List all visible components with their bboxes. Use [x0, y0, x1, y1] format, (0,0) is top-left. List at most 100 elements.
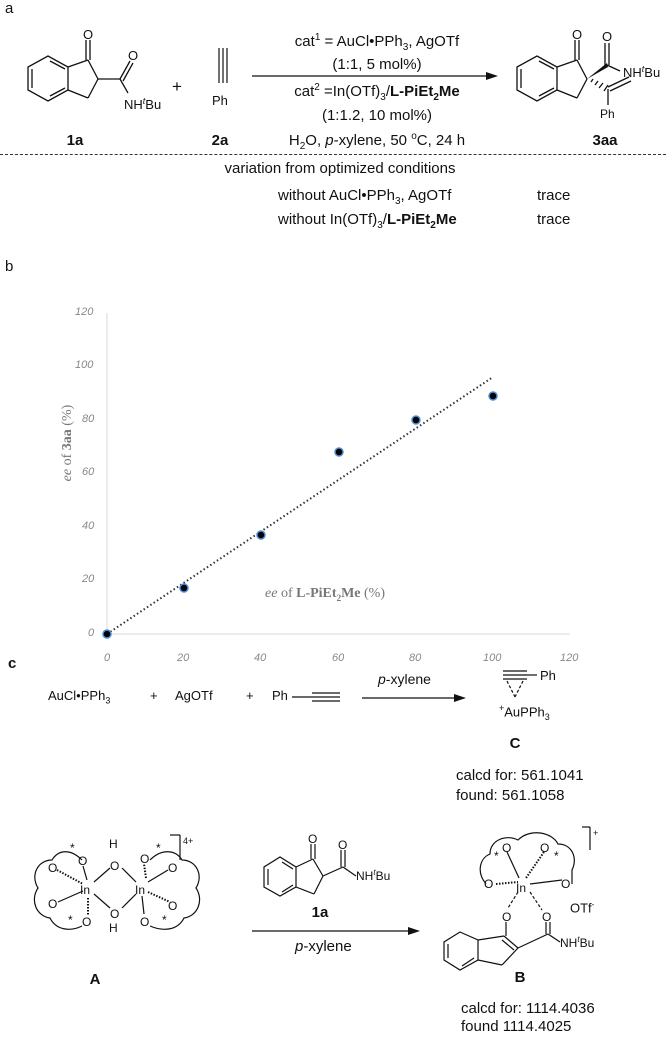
svg-text:4+: 4+	[183, 836, 193, 846]
ketone-o: O	[83, 27, 93, 42]
variation-row-1: without AuCl•PPh3, AgOTf	[278, 187, 452, 207]
svg-text:O: O	[542, 910, 551, 924]
ms-found-c: found: 561.1058	[456, 787, 565, 804]
panel-c-label: c	[8, 655, 17, 672]
svg-text:O: O	[48, 861, 57, 875]
ms-found-b: found 1114.4025	[461, 1018, 572, 1035]
svg-text:*: *	[68, 913, 73, 927]
y-tick-80: 80	[82, 413, 95, 425]
svg-text:NHtBu: NHtBu	[560, 935, 594, 950]
label-c: C	[509, 735, 521, 752]
plus-sign: +	[172, 77, 182, 96]
svg-text:NHtBu: NHtBu	[356, 868, 390, 883]
svg-text:O: O	[82, 915, 91, 929]
complex-c-ph: Ph	[540, 668, 556, 683]
svg-text:O: O	[110, 859, 119, 873]
y-tick-120: 120	[75, 306, 94, 318]
ms-calcd-b: calcd for: 1114.4036	[461, 1000, 595, 1017]
svg-text:O: O	[561, 877, 570, 891]
y-tick-60: 60	[82, 466, 95, 478]
svg-text:O: O	[140, 852, 149, 866]
solvent-line: H2O, p-xylene, 50 oC, 24 h	[288, 131, 466, 152]
svg-text:O: O	[140, 915, 149, 929]
trendline	[106, 376, 494, 635]
cat1-ratio: (1:1, 5 mol%)	[332, 56, 422, 73]
svg-text:O: O	[168, 899, 177, 913]
alkyne-bond	[292, 692, 340, 702]
reagent-agotf: AgOTf	[175, 688, 213, 703]
svg-text:O: O	[484, 877, 493, 891]
complex-a-structure: O* O O O* In In HO OH O* O O O * 4+	[33, 834, 201, 935]
panel-b-label: b	[5, 258, 14, 275]
solvent-pxylene-2: p-xylene	[295, 938, 352, 955]
x-tick-100: 100	[483, 652, 502, 664]
svg-text:In: In	[516, 881, 526, 895]
svg-text:O: O	[502, 841, 511, 855]
label-1a-c: 1a	[311, 904, 329, 921]
y-tick-100: 100	[75, 359, 94, 371]
x-tick-0: 0	[104, 652, 111, 664]
svg-text:O: O	[48, 897, 57, 911]
svg-text:O: O	[168, 861, 177, 875]
dashed-divider	[0, 154, 666, 155]
variation-title: variation from optimized conditions	[224, 160, 456, 177]
svg-text:H: H	[109, 837, 118, 851]
svg-text:In: In	[135, 883, 145, 897]
plus-1: +	[150, 688, 158, 703]
x-tick-20: 20	[177, 652, 190, 664]
phenyl-label: Ph	[212, 93, 228, 108]
svg-text:O: O	[308, 832, 317, 846]
svg-text:O: O	[128, 48, 138, 63]
panel-a-label: a	[5, 0, 14, 17]
plus-2: +	[246, 688, 254, 703]
label-2a: 2a	[211, 132, 229, 149]
svg-text:O: O	[540, 841, 549, 855]
svg-text:O: O	[572, 27, 582, 42]
reagent-1a-structure: O O NHtBu	[263, 832, 390, 897]
variation-row-2: without In(OTf)3/L-PiEt2Me	[278, 211, 457, 231]
label-1a: 1a	[66, 132, 84, 149]
svg-text:*: *	[162, 913, 167, 927]
reaction-arrow-c2	[252, 927, 420, 935]
complex-b-structure: O O O O In * * O O NHtBu +	[443, 826, 598, 971]
complex-c-structure	[503, 670, 537, 698]
x-tick-40: 40	[254, 652, 267, 664]
variation-result-1: trace	[537, 187, 571, 204]
cat2-line: cat2 =In(OTf)3/L-PiEt2Me	[294, 82, 460, 103]
label-b: B	[514, 969, 526, 986]
label-3aa: 3aa	[592, 132, 618, 149]
reagent-phenylacetylene-ph: Ph	[272, 688, 288, 703]
scatter-chart	[102, 313, 570, 639]
solvent-pxylene-1: p-xylene	[378, 671, 431, 687]
reagent-aucl-pph3: AuCl•PPh3	[48, 688, 111, 706]
svg-text:O: O	[502, 910, 511, 924]
data-points	[102, 391, 498, 639]
x-axis-title: ee of L-PiEt2Me (%)	[265, 586, 385, 603]
svg-text:NHtBu: NHtBu	[623, 64, 660, 80]
y-axis-title: ee of 3aa (%)	[60, 404, 75, 482]
svg-text:O: O	[78, 854, 87, 868]
y-tick-40: 40	[82, 520, 95, 532]
svg-text:*: *	[494, 849, 499, 863]
x-tick-120: 120	[560, 652, 579, 664]
reaction-arrow-a	[252, 72, 498, 80]
reactant-2a-structure	[218, 48, 228, 83]
svg-text:*: *	[156, 841, 161, 855]
label-a: A	[89, 971, 101, 988]
svg-text:O: O	[110, 907, 119, 921]
svg-text:O: O	[338, 838, 347, 852]
svg-text:H: H	[109, 921, 118, 935]
svg-text:O: O	[602, 29, 612, 44]
svg-text:+: +	[593, 828, 598, 838]
svg-text:*: *	[70, 841, 75, 855]
counterion-otf: OTf-	[570, 900, 595, 916]
reaction-arrow-c1	[362, 694, 466, 702]
wedge-bond	[587, 63, 608, 79]
svg-text:In: In	[80, 883, 90, 897]
product-3aa-structure: O O NHtBu Ph	[516, 27, 660, 121]
cat2-ratio: (1:1.2, 10 mol%)	[321, 107, 433, 124]
svg-text:*: *	[554, 849, 559, 863]
svg-text:Ph: Ph	[600, 107, 615, 121]
reactant-1a-structure: O O NHtBu	[27, 27, 161, 112]
y-tick-20: 20	[82, 573, 95, 585]
